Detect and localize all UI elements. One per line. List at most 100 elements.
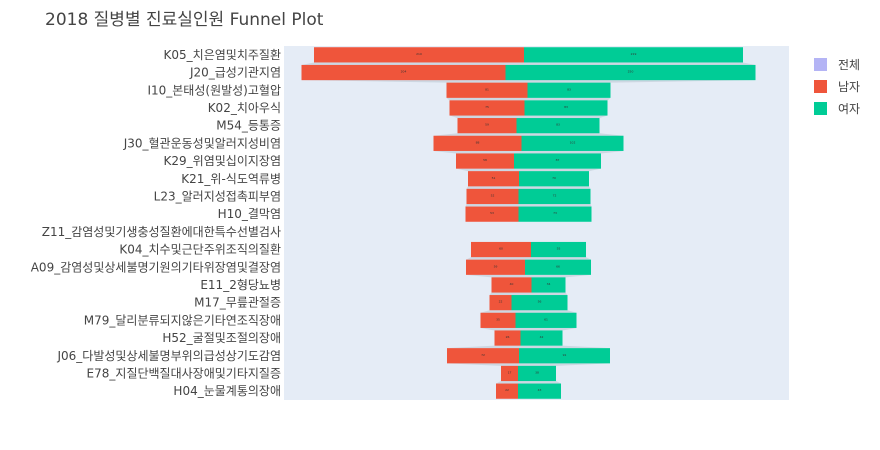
segment-value-label: 88 — [476, 140, 480, 144]
funnel-bar-segment[interactable] — [491, 277, 532, 293]
category-label: M17_무릎관절증 — [194, 296, 281, 310]
segment-value-label: 59 — [485, 123, 489, 127]
funnel-bar-segment[interactable] — [525, 259, 591, 275]
segment-value-label: 75 — [485, 105, 489, 109]
funnel-bar-segment[interactable] — [518, 206, 592, 222]
segment-value-label: 66 — [556, 264, 560, 268]
funnel-connector — [433, 150, 624, 154]
category-label: L23_알러지성접촉피부염 — [154, 189, 281, 203]
funnel-bar-segment[interactable] — [518, 383, 561, 399]
category-label: K05_치은염및치주질환 — [164, 48, 281, 62]
legend-swatch[interactable] — [814, 102, 827, 115]
category-label: Z11_감염성및기생충성질환에대한특수선별검사 — [42, 225, 281, 239]
funnel-connector — [466, 274, 591, 278]
funnel-bar-segment[interactable] — [301, 64, 506, 81]
funnel-bar-segment[interactable] — [531, 277, 566, 293]
segment-value-label: 70 — [552, 176, 556, 180]
funnel-connector — [449, 115, 608, 119]
category-label: K29_위염및십이지장염 — [164, 154, 281, 168]
funnel-bar-segment[interactable] — [480, 312, 516, 328]
category-label: H04_눈물계통의장애 — [173, 384, 281, 398]
segment-value-label: 56 — [538, 300, 542, 304]
funnel-bar-segment[interactable] — [516, 118, 600, 134]
segment-value-label: 42 — [540, 335, 544, 339]
chart-title: 2018 질병별 진료실인원 Funnel Plot — [45, 10, 324, 30]
funnel-connector — [480, 310, 577, 313]
segment-value-label: 26 — [506, 335, 510, 339]
funnel-bar-segment[interactable] — [466, 188, 519, 205]
funnel-bar-segment[interactable] — [496, 383, 518, 399]
funnel-bar-segment[interactable] — [519, 348, 610, 364]
funnel-bar-segment[interactable] — [521, 135, 624, 151]
funnel-bar-segment[interactable] — [465, 206, 519, 222]
funnel-connectors — [301, 62, 756, 384]
segment-value-label: 52 — [491, 193, 495, 197]
segment-value-label: 38 — [535, 370, 539, 374]
funnel-bar-segment[interactable] — [518, 365, 556, 382]
category-label: J20_급성기관지염 — [189, 66, 281, 80]
funnel-bars: 210 219 204 250 81 83 75 83 59 83 88 102 58 87 51 70 52 7… — [301, 47, 756, 399]
funnel-bar-segment[interactable] — [518, 188, 591, 205]
segment-value-label: 51 — [492, 176, 496, 180]
funnel-bar-segment[interactable] — [494, 330, 521, 346]
segment-value-label: 91 — [563, 353, 567, 357]
funnel-bar-segment[interactable] — [449, 100, 525, 116]
category-label: J30_혈관운동성및알러지성비염 — [123, 136, 281, 150]
category-labels: K05_치은염및치주질환 J20_급성기관지염 I10_본태성(원발성)고혈압 K02… — [31, 48, 281, 398]
funnel-bar-segment[interactable] — [466, 259, 525, 275]
funnel-bar-segment[interactable] — [489, 295, 512, 311]
funnel-bar-segment[interactable] — [524, 100, 608, 116]
legend-entry[interactable]: 남자 — [838, 80, 860, 94]
funnel-bar-segment[interactable] — [515, 312, 577, 328]
funnel-bar-segment[interactable] — [527, 82, 611, 98]
segment-value-label: 72 — [553, 193, 557, 197]
funnel-bar-segment[interactable] — [471, 241, 531, 258]
funnel-bar-segment[interactable] — [433, 135, 522, 151]
funnel-bar-segment[interactable] — [447, 348, 519, 364]
legend-swatch[interactable] — [814, 58, 827, 71]
funnel-connector — [447, 345, 610, 349]
segment-value-label: 87 — [556, 158, 560, 162]
category-label: H52_굴절및조절의장애 — [162, 331, 281, 345]
segment-value-label: 83 — [567, 87, 571, 91]
category-label: A09_감염성및상세불명기원의기타위장염및결장염 — [31, 260, 281, 274]
segment-value-label: 59 — [494, 264, 498, 268]
funnel-bar-segment[interactable] — [514, 153, 601, 169]
funnel-bar-segment[interactable] — [505, 64, 756, 81]
category-label: E11_2형당뇨병 — [200, 278, 281, 292]
category-label: K04_치수및근단주위조직의질환 — [119, 243, 281, 257]
funnel-bar-segment[interactable] — [457, 118, 517, 134]
funnel-connector — [301, 80, 756, 83]
segment-value-label: 73 — [553, 211, 557, 215]
funnel-connector — [447, 363, 610, 366]
legend-entry[interactable]: 여자 — [838, 102, 860, 116]
legend-swatch[interactable] — [814, 80, 827, 93]
legend-entry[interactable]: 전체 — [838, 58, 860, 72]
segment-value-label: 17 — [508, 370, 512, 374]
funnel-connector — [433, 133, 624, 136]
segment-value-label: 204 — [401, 70, 407, 74]
segment-value-label: 61 — [544, 317, 548, 321]
category-label: K02_치아우식 — [208, 101, 281, 115]
funnel-bar-segment[interactable] — [314, 47, 524, 63]
funnel-bar-segment[interactable] — [446, 82, 528, 98]
funnel-bar-segment[interactable] — [501, 365, 518, 382]
funnel-bar-segment[interactable] — [511, 295, 568, 311]
segment-value-label: 34 — [547, 282, 551, 286]
funnel-bar-segment[interactable] — [520, 330, 563, 346]
segment-value-label: 60 — [499, 247, 503, 251]
funnel-connector — [489, 292, 568, 296]
funnel-connector — [456, 168, 601, 172]
funnel-bar-segment[interactable] — [531, 241, 586, 258]
segment-value-label: 83 — [564, 105, 568, 109]
funnel-connector — [301, 62, 756, 65]
funnel-connector — [496, 381, 561, 384]
funnel-bar-segment[interactable] — [524, 47, 743, 63]
funnel-bar-segment[interactable] — [519, 171, 589, 187]
category-label: I10_본태성(원발성)고혈압 — [147, 83, 281, 97]
funnel-bar-segment[interactable] — [456, 153, 514, 169]
funnel-bar-segment[interactable] — [468, 171, 519, 187]
